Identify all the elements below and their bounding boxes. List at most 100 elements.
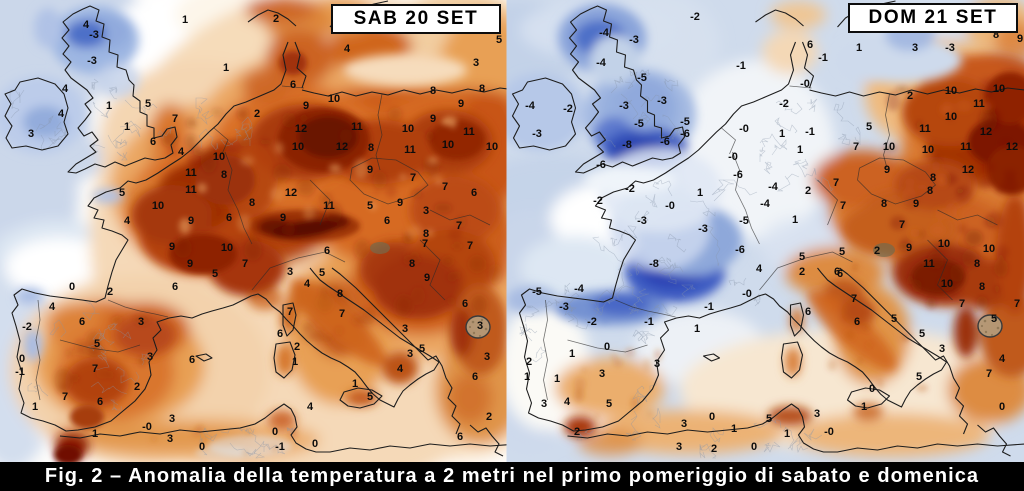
svg-text:-5: -5 (739, 215, 749, 227)
svg-text:1: 1 (779, 128, 785, 140)
svg-text:2: 2 (874, 245, 880, 257)
svg-text:8: 8 (337, 288, 343, 300)
svg-text:11: 11 (923, 258, 935, 270)
svg-text:0: 0 (69, 281, 75, 293)
svg-text:7: 7 (422, 238, 428, 250)
svg-text:-0: -0 (728, 151, 738, 163)
svg-text:9: 9 (884, 164, 890, 176)
svg-text:12: 12 (962, 164, 974, 176)
svg-text:5: 5 (94, 338, 100, 350)
svg-text:5: 5 (496, 34, 502, 46)
svg-text:1: 1 (292, 356, 298, 368)
svg-text:-4: -4 (760, 198, 771, 210)
svg-text:6: 6 (805, 306, 811, 318)
svg-text:6: 6 (471, 187, 477, 199)
svg-text:6: 6 (277, 328, 283, 340)
svg-text:0: 0 (999, 401, 1005, 413)
svg-text:-6: -6 (680, 128, 690, 140)
svg-text:4: 4 (83, 19, 90, 31)
svg-text:7: 7 (959, 298, 965, 310)
svg-text:2: 2 (574, 426, 580, 438)
svg-text:-1: -1 (736, 60, 746, 72)
svg-text:6: 6 (79, 316, 85, 328)
svg-text:-2: -2 (22, 321, 32, 333)
svg-text:4: 4 (304, 278, 311, 290)
svg-text:7: 7 (899, 219, 905, 231)
svg-text:1: 1 (223, 62, 229, 74)
svg-text:5: 5 (799, 251, 805, 263)
svg-text:-3: -3 (87, 55, 97, 67)
svg-text:8: 8 (409, 258, 415, 270)
svg-text:1: 1 (32, 401, 38, 413)
svg-text:3: 3 (484, 351, 490, 363)
svg-text:-3: -3 (89, 29, 99, 41)
svg-text:5: 5 (606, 398, 612, 410)
svg-text:-2: -2 (625, 183, 635, 195)
svg-text:5: 5 (119, 187, 125, 199)
svg-text:8: 8 (423, 228, 429, 240)
svg-text:9: 9 (913, 198, 919, 210)
svg-text:10: 10 (922, 144, 934, 156)
svg-text:9: 9 (458, 98, 464, 110)
svg-text:11: 11 (185, 184, 197, 196)
svg-text:1: 1 (569, 348, 575, 360)
svg-text:7: 7 (62, 391, 68, 403)
svg-text:1: 1 (731, 423, 737, 435)
svg-text:3: 3 (138, 316, 144, 328)
svg-text:7: 7 (986, 368, 992, 380)
svg-text:10: 10 (213, 151, 225, 163)
svg-text:7: 7 (172, 113, 178, 125)
svg-text:-2: -2 (779, 98, 789, 110)
svg-text:9: 9 (367, 164, 373, 176)
svg-text:8: 8 (368, 142, 374, 154)
svg-text:0: 0 (272, 426, 278, 438)
svg-text:-2: -2 (690, 11, 700, 23)
svg-text:10: 10 (221, 242, 233, 254)
svg-text:-5: -5 (680, 116, 690, 128)
svg-text:-3: -3 (657, 95, 667, 107)
svg-text:-2: -2 (593, 195, 603, 207)
svg-text:-4: -4 (599, 27, 610, 39)
svg-text:2: 2 (134, 381, 140, 393)
svg-text:0: 0 (709, 411, 715, 423)
svg-text:-0: -0 (142, 421, 152, 433)
svg-text:2: 2 (294, 341, 300, 353)
svg-text:9: 9 (169, 241, 175, 253)
svg-text:11: 11 (404, 144, 416, 156)
svg-text:7: 7 (442, 181, 448, 193)
svg-text:6: 6 (457, 431, 463, 443)
svg-text:6: 6 (854, 316, 860, 328)
svg-text:6: 6 (150, 136, 156, 148)
svg-text:1: 1 (856, 42, 862, 54)
svg-text:6: 6 (462, 298, 468, 310)
svg-text:-8: -8 (649, 258, 659, 270)
svg-text:7: 7 (339, 308, 345, 320)
svg-text:12: 12 (295, 123, 307, 135)
svg-text:-2: -2 (563, 103, 573, 115)
svg-text:-0: -0 (800, 78, 810, 90)
svg-text:0: 0 (869, 383, 875, 395)
svg-text:-2: -2 (587, 316, 597, 328)
svg-text:-3: -3 (619, 100, 629, 112)
svg-text:1: 1 (694, 323, 700, 335)
svg-text:2: 2 (799, 266, 805, 278)
svg-text:7: 7 (833, 177, 839, 189)
svg-text:5: 5 (916, 371, 922, 383)
svg-text:1: 1 (792, 214, 798, 226)
svg-text:-0: -0 (742, 288, 752, 300)
svg-text:3: 3 (287, 266, 293, 278)
svg-text:3: 3 (169, 413, 175, 425)
svg-text:11: 11 (919, 123, 931, 135)
svg-text:0: 0 (751, 441, 757, 453)
svg-text:-6: -6 (596, 159, 606, 171)
svg-text:1: 1 (697, 187, 703, 199)
svg-text:7: 7 (1014, 298, 1020, 310)
svg-text:2: 2 (526, 356, 532, 368)
svg-text:11: 11 (351, 121, 363, 133)
svg-text:-4: -4 (596, 57, 607, 69)
svg-text:-4: -4 (574, 283, 585, 295)
svg-text:6: 6 (290, 79, 296, 91)
svg-text:3: 3 (681, 418, 687, 430)
svg-text:1: 1 (524, 371, 530, 383)
svg-text:3: 3 (147, 351, 153, 363)
